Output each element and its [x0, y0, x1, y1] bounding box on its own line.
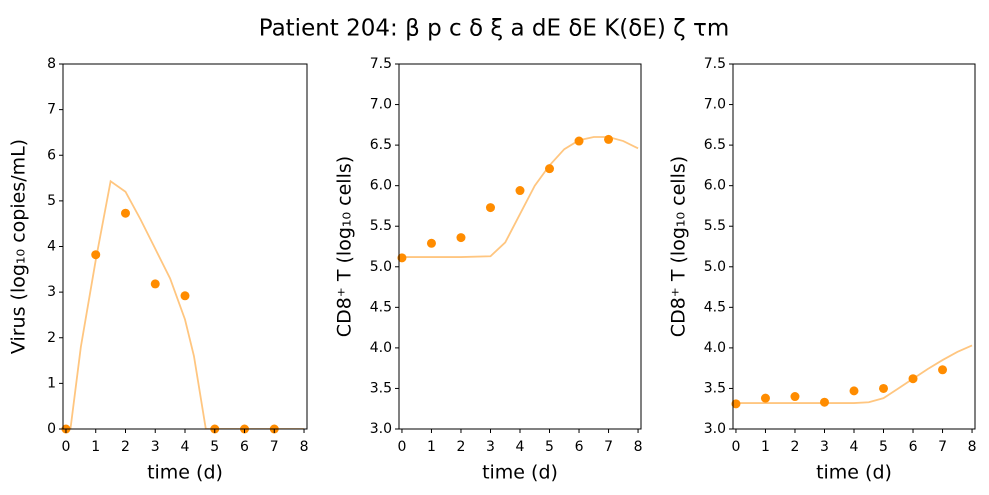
- y-tick-label: 7.5: [370, 56, 392, 72]
- y-tick-label: 6.0: [370, 178, 392, 194]
- model-line: [65, 179, 305, 429]
- x-tick-label: 6: [575, 439, 584, 455]
- y-axis-label: CD8⁺ T (log₁₀ cells): [668, 156, 690, 337]
- data-point: [574, 136, 584, 146]
- x-tick-label: 3: [820, 439, 829, 455]
- x-tick-label: 6: [909, 439, 918, 455]
- y-tick-label: 2: [47, 330, 56, 346]
- data-point: [515, 186, 525, 196]
- y-tick-label: 6.5: [370, 137, 392, 153]
- data-point: [760, 393, 770, 403]
- y-tick-label: 4.0: [370, 340, 392, 356]
- x-tick-label: 4: [516, 439, 525, 455]
- y-tick-label: 4.5: [704, 299, 726, 315]
- x-tick-label: 1: [427, 439, 436, 455]
- x-tick-label: 0: [62, 439, 71, 455]
- x-tick-label: 5: [545, 439, 554, 455]
- y-tick-label: 4.0: [704, 340, 726, 356]
- x-tick-label: 2: [121, 439, 130, 455]
- y-tick-label: 8: [47, 56, 56, 72]
- y-axis-label: CD8⁺ T (log₁₀ cells): [334, 156, 356, 337]
- y-tick-label: 6.0: [704, 178, 726, 194]
- y-tick-label: 6.5: [704, 137, 726, 153]
- y-axis-label: Virus (log₁₀ copies/mL): [8, 139, 30, 354]
- y-tick-label: 7.5: [704, 56, 726, 72]
- y-tick-label: 3.5: [370, 380, 392, 396]
- y-tick-label: 6: [47, 147, 56, 163]
- x-tick-label: 7: [938, 439, 947, 455]
- axes-frame: [732, 63, 976, 430]
- x-tick-label: 0: [397, 439, 406, 455]
- data-point: [91, 250, 101, 260]
- model-line: [401, 136, 639, 258]
- x-tick-label: 2: [791, 439, 800, 455]
- y-tick-label: 3.0: [370, 421, 392, 437]
- data-point: [790, 392, 800, 402]
- data-point: [908, 374, 918, 384]
- y-tick-label: 5: [47, 193, 56, 209]
- x-tick-label: 1: [91, 439, 100, 455]
- x-axis-label: time (d): [816, 462, 892, 484]
- x-tick-label: 5: [879, 439, 888, 455]
- axes-frame: [398, 63, 642, 430]
- x-tick-label: 7: [604, 439, 613, 455]
- y-tick-label: 3: [47, 284, 56, 300]
- data-point: [604, 134, 614, 144]
- y-tick-label: 1: [47, 375, 56, 391]
- data-point: [819, 397, 829, 407]
- y-tick-label: 3.0: [704, 421, 726, 437]
- data-point: [180, 291, 190, 301]
- x-tick-label: 5: [210, 439, 219, 455]
- x-tick-label: 3: [486, 439, 495, 455]
- data-point: [150, 279, 160, 289]
- x-tick-label: 2: [457, 439, 466, 455]
- x-tick-label: 1: [761, 439, 770, 455]
- figure-title: Patient 204: β p c δ ξ a dE δE K(δE) ζ τ…: [259, 16, 730, 42]
- x-tick-label: 3: [151, 439, 160, 455]
- data-point: [397, 253, 407, 263]
- x-axis-label: time (d): [482, 462, 558, 484]
- y-tick-label: 3.5: [704, 380, 726, 396]
- y-tick-label: 4.5: [370, 299, 392, 315]
- data-point: [938, 365, 948, 375]
- data-point: [426, 238, 436, 248]
- y-tick-label: 4: [47, 239, 56, 255]
- data-point: [456, 233, 466, 243]
- model-line: [735, 344, 973, 404]
- axes-frame: [62, 63, 308, 430]
- y-tick-label: 7.0: [370, 97, 392, 113]
- x-tick-label: 4: [181, 439, 190, 455]
- x-tick-label: 7: [270, 439, 279, 455]
- y-tick-label: 5.5: [704, 218, 726, 234]
- data-point: [545, 164, 555, 174]
- data-point: [879, 383, 889, 393]
- x-tick-label: 4: [850, 439, 859, 455]
- y-tick-label: 5.0: [370, 259, 392, 275]
- y-tick-label: 7.0: [704, 97, 726, 113]
- x-tick-label: 0: [731, 439, 740, 455]
- data-point: [849, 386, 859, 396]
- x-tick-label: 8: [634, 439, 643, 455]
- x-tick-label: 8: [968, 439, 977, 455]
- y-tick-label: 7: [47, 102, 56, 118]
- x-tick-label: 8: [300, 439, 309, 455]
- x-axis-label: time (d): [147, 462, 223, 484]
- data-point: [731, 399, 741, 409]
- y-tick-label: 0: [47, 421, 56, 437]
- data-point: [120, 208, 130, 218]
- y-tick-label: 5.0: [704, 259, 726, 275]
- y-tick-label: 5.5: [370, 218, 392, 234]
- data-point: [485, 203, 495, 213]
- x-tick-label: 6: [240, 439, 249, 455]
